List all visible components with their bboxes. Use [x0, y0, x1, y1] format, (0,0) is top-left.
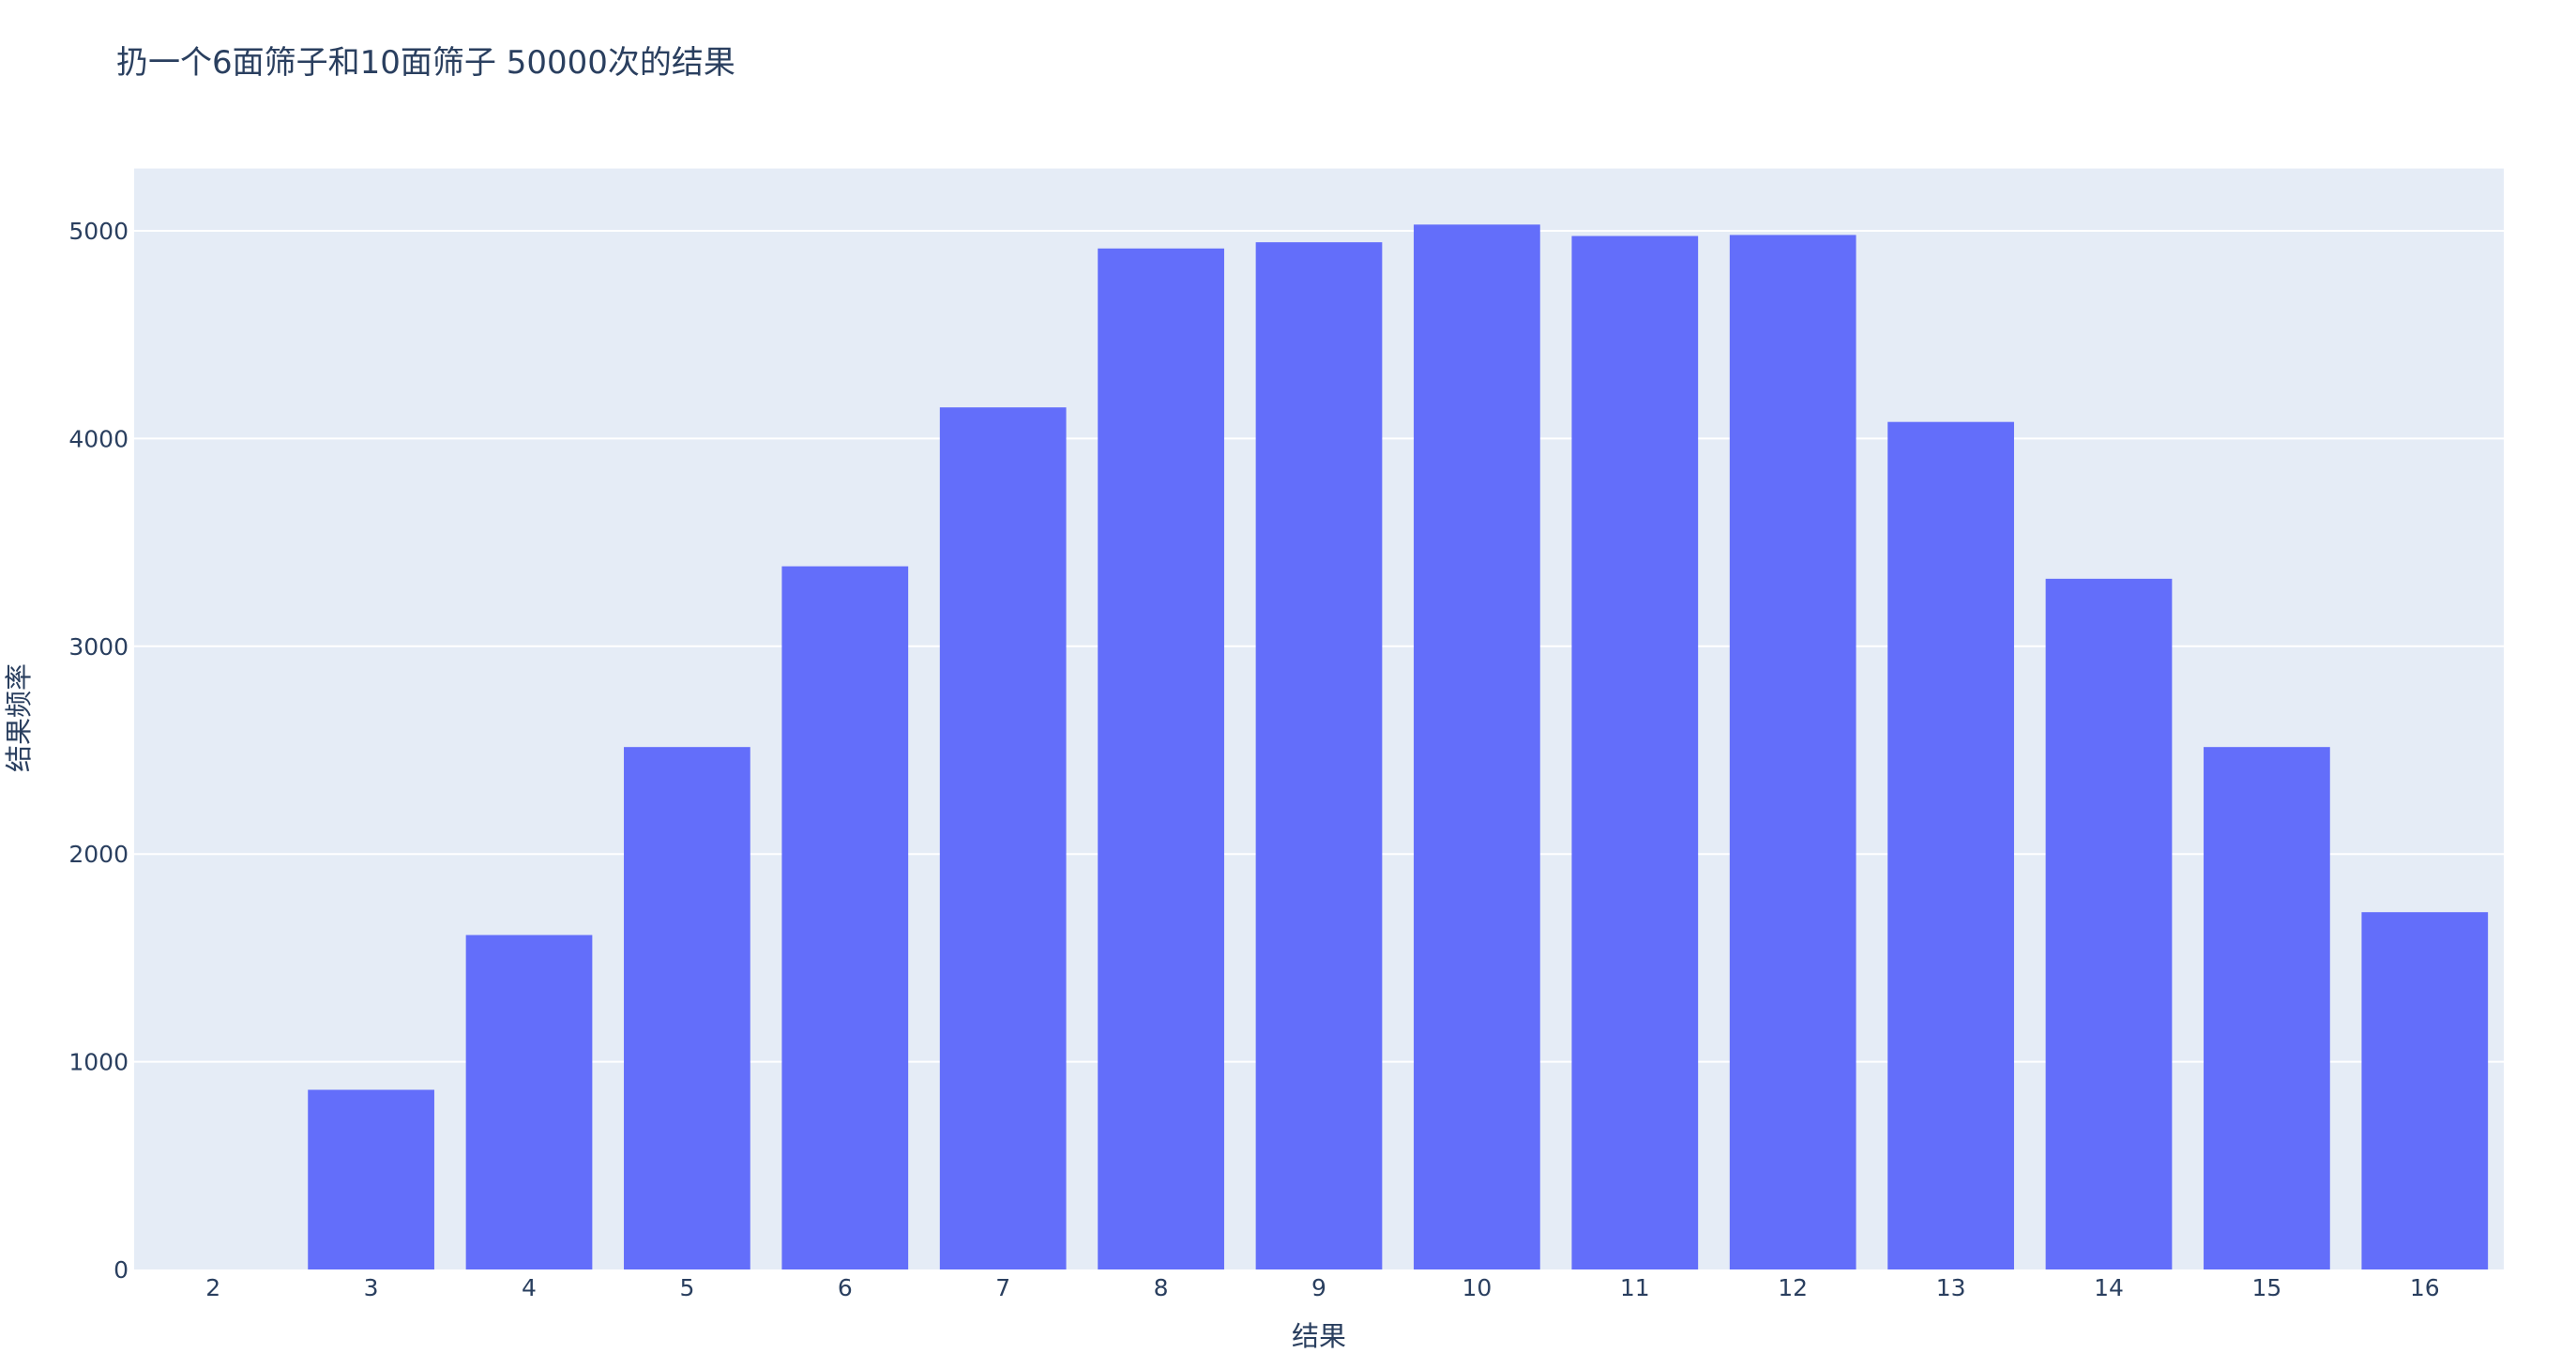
bar-8[interactable] [1098, 248, 1224, 1270]
y-axis-title: 结果频率 [3, 663, 35, 772]
x-tick-label: 4 [522, 1274, 537, 1301]
x-tick-label: 12 [1778, 1274, 1808, 1301]
y-tick-label: 1000 [68, 1049, 129, 1076]
x-tick-label: 10 [1462, 1274, 1492, 1301]
bar-12[interactable] [1729, 235, 1856, 1270]
chart-title: 扔一个6面筛子和10面筛子 50000次的结果 [116, 44, 735, 82]
bar-4[interactable] [465, 935, 593, 1269]
y-tick-label: 2000 [68, 841, 129, 868]
bar-13[interactable] [1887, 421, 2014, 1269]
x-tick-label: 7 [995, 1274, 1010, 1301]
x-tick-label: 14 [2094, 1274, 2124, 1301]
x-tick-label: 11 [1620, 1274, 1650, 1301]
bar-3[interactable] [308, 1089, 434, 1269]
bar-11[interactable] [1571, 236, 1699, 1269]
bar-7[interactable] [939, 407, 1067, 1269]
x-tick-label: 9 [1311, 1274, 1326, 1301]
y-tick-label: 4000 [68, 425, 129, 452]
x-tick-label: 3 [364, 1274, 379, 1301]
bar-10[interactable] [1414, 224, 1540, 1269]
x-tick-label: 15 [2251, 1274, 2281, 1301]
bar-9[interactable] [1255, 242, 1383, 1269]
x-tick-label: 6 [838, 1274, 853, 1301]
y-tick-label: 0 [114, 1256, 129, 1284]
bar-6[interactable] [781, 566, 909, 1269]
x-tick-label: 8 [1154, 1274, 1169, 1301]
bar-14[interactable] [2045, 578, 2173, 1269]
x-axis-ticks: 2 3 4 5 6 7 8 9 10 11 12 13 14 15 16 [205, 1274, 2439, 1301]
y-axis-ticks: 0 1000 2000 3000 4000 5000 [68, 218, 129, 1284]
bar-15[interactable] [2204, 747, 2330, 1269]
x-tick-label: 2 [205, 1274, 220, 1301]
x-tick-label: 16 [2410, 1274, 2440, 1301]
x-tick-label: 5 [679, 1274, 694, 1301]
bars [308, 224, 2489, 1270]
bar-5[interactable] [624, 747, 750, 1269]
x-axis-title: 结果 [1292, 1320, 1346, 1352]
y-tick-label: 5000 [68, 218, 129, 245]
bar-16[interactable] [2361, 912, 2489, 1269]
x-tick-label: 13 [1936, 1274, 1966, 1301]
y-tick-label: 3000 [68, 633, 129, 661]
